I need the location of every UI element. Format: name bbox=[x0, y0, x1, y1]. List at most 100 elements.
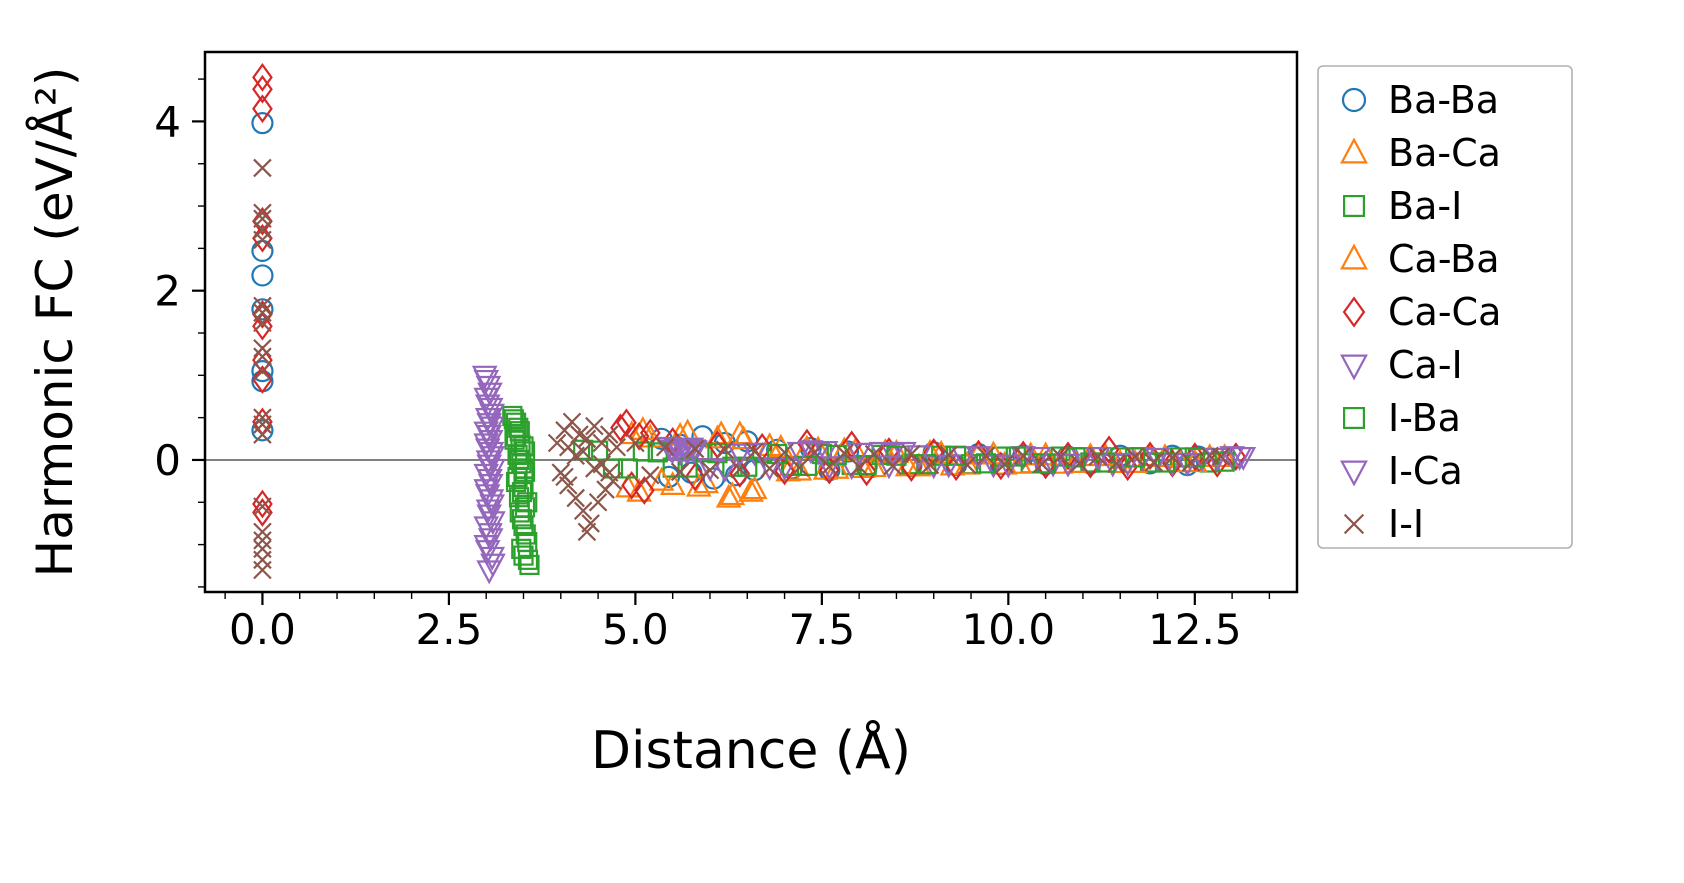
marker-Ba-I bbox=[502, 405, 523, 427]
marker-I-I bbox=[775, 443, 794, 462]
legend-label: I-Ca bbox=[1388, 449, 1463, 493]
marker-Ba-Ca bbox=[626, 477, 652, 502]
legend-marker-Ba-Ba bbox=[1341, 87, 1367, 113]
marker-I-I bbox=[253, 522, 272, 542]
legend-label: I-Ba bbox=[1388, 396, 1461, 440]
marker-I-Ca bbox=[477, 382, 503, 407]
marker-I-Ca bbox=[473, 369, 500, 394]
marker-Ba-I bbox=[573, 439, 594, 460]
legend-marker-Ba-Ca bbox=[1340, 137, 1368, 164]
marker-I-I bbox=[600, 463, 619, 482]
y-tick-label: 2 bbox=[154, 267, 181, 316]
x-tick-label: 5.0 bbox=[602, 605, 669, 654]
x-tick-label: 10.0 bbox=[962, 605, 1056, 654]
marker-I-I bbox=[626, 433, 645, 453]
legend-box bbox=[1317, 65, 1573, 549]
marker-Ca-I bbox=[812, 441, 839, 465]
marker-I-Ca bbox=[846, 442, 872, 467]
marker-Ca-I bbox=[980, 454, 1007, 479]
marker-I-I bbox=[555, 467, 574, 487]
plot-area bbox=[205, 52, 1297, 592]
legend-label: Ba-I bbox=[1388, 184, 1462, 228]
marker-Ca-Ba bbox=[704, 424, 731, 449]
marker-I-I bbox=[820, 457, 839, 477]
marker-I-Ba bbox=[517, 549, 539, 570]
marker-I-Ba bbox=[515, 524, 536, 545]
marker-I-I bbox=[1211, 447, 1231, 466]
x-tick-label: 12.5 bbox=[1148, 605, 1242, 654]
marker-I-Ca bbox=[1144, 447, 1171, 472]
legend-label: Ba-Ca bbox=[1388, 131, 1501, 175]
marker-Ba-Ca bbox=[659, 471, 686, 495]
marker-I-Ca bbox=[816, 456, 843, 481]
marker-I-I bbox=[253, 347, 272, 366]
marker-I-I bbox=[685, 439, 705, 459]
marker-I-I bbox=[253, 361, 272, 381]
marker-Ca-Ca bbox=[729, 459, 751, 488]
marker-I-I bbox=[883, 456, 902, 476]
legend-entry-I-I: I-I bbox=[1343, 502, 1424, 546]
marker-I-Ba bbox=[617, 458, 639, 479]
legend-label: I-I bbox=[1388, 502, 1424, 546]
legend-label: Ca-Ba bbox=[1388, 237, 1500, 281]
marker-I-I bbox=[700, 460, 720, 480]
marker-I-I bbox=[253, 296, 272, 316]
marker-I-I bbox=[588, 493, 608, 512]
marker-Ca-Ba bbox=[905, 452, 932, 477]
marker-Ca-I bbox=[741, 442, 768, 467]
marker-I-I bbox=[253, 158, 272, 178]
legend-label: Ba-Ba bbox=[1388, 78, 1499, 122]
marker-I-I bbox=[253, 531, 272, 550]
marker-I-I bbox=[600, 425, 619, 444]
marker-Ca-Ca bbox=[945, 452, 967, 482]
marker-I-I bbox=[995, 454, 1014, 474]
marker-I-I bbox=[577, 429, 597, 449]
marker-Ba-Ba bbox=[251, 359, 274, 383]
marker-I-Ca bbox=[476, 413, 503, 438]
y-tick-label: 0 bbox=[154, 436, 181, 485]
marker-Ba-I bbox=[509, 502, 530, 523]
marker-I-I bbox=[902, 444, 921, 464]
marker-Ca-Ba bbox=[786, 456, 813, 481]
legend-marker-Ca-Ca bbox=[1342, 296, 1366, 328]
marker-Ca-Ca bbox=[252, 365, 273, 394]
marker-I-I bbox=[253, 497, 272, 516]
marker-I-I bbox=[805, 443, 824, 462]
marker-I-I bbox=[253, 425, 272, 444]
marker-I-Ca bbox=[786, 441, 813, 466]
marker-Ca-Ca bbox=[252, 63, 273, 92]
y-tick-label: 4 bbox=[154, 97, 181, 146]
marker-I-I bbox=[253, 408, 272, 427]
marker-I-I bbox=[790, 458, 809, 477]
legend-marker-I-I bbox=[1343, 513, 1365, 535]
legend-entry-Ca-Ba: Ca-Ba bbox=[1340, 237, 1500, 281]
marker-I-Ba bbox=[510, 434, 531, 455]
marker-I-Ba bbox=[514, 497, 536, 518]
marker-Ca-Ca bbox=[621, 470, 643, 500]
marker-Ca-Ca bbox=[252, 311, 273, 341]
marker-I-I bbox=[253, 313, 272, 333]
marker-I-Ca bbox=[1055, 453, 1081, 478]
marker-Ca-Ca bbox=[252, 74, 273, 104]
marker-I-Ca bbox=[476, 504, 503, 529]
marker-I-I bbox=[715, 440, 735, 460]
marker-I-I bbox=[566, 488, 585, 508]
marker-I-I bbox=[253, 338, 272, 358]
marker-Ca-Ca bbox=[610, 413, 631, 443]
legend-marker-Ba-I bbox=[1342, 195, 1365, 218]
marker-I-Ba bbox=[511, 509, 533, 530]
legend-marker-I-Ca bbox=[1340, 460, 1368, 487]
marker-Ca-Ca bbox=[684, 462, 706, 492]
legend-entry-Ba-I: Ba-I bbox=[1342, 184, 1462, 228]
marker-I-I bbox=[1088, 447, 1108, 466]
marker-Ba-Ba bbox=[251, 419, 274, 442]
marker-Ca-Ba bbox=[741, 475, 768, 500]
legend-marker-I-Ba bbox=[1342, 407, 1365, 430]
marker-I-I bbox=[253, 203, 272, 223]
marker-Ca-Ca bbox=[628, 421, 650, 451]
marker-Ca-Ca bbox=[252, 498, 273, 527]
marker-Ba-Ca bbox=[738, 477, 764, 502]
marker-I-Ca bbox=[480, 553, 506, 578]
marker-I-Ca bbox=[474, 540, 501, 565]
